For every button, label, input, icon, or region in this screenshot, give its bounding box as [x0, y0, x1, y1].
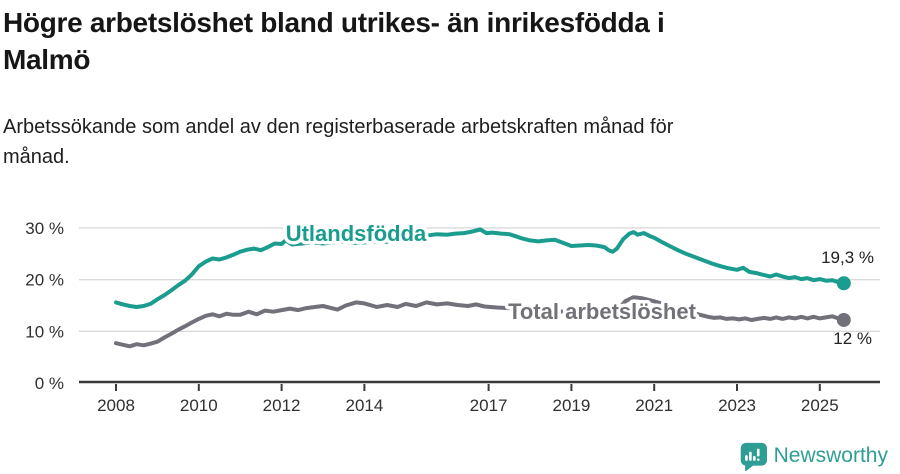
page-title: Högre arbetslöshet bland utrikes- än inr…: [3, 4, 883, 78]
series-line-total-arbetsl-shet: [114, 295, 846, 349]
series-label-utlandsf-dda: Utlandsfödda: [286, 221, 427, 246]
x-tick-label-2012: 2012: [263, 396, 301, 415]
series-line-utlandsf-dda: [114, 227, 846, 309]
newsworthy-logo: Newsworthy: [739, 441, 888, 471]
x-tick-label-2014: 2014: [345, 396, 383, 415]
y-tick-label-30: 30 %: [25, 219, 64, 238]
end-value-label-utlandsf-dda: 19,3 %: [821, 248, 874, 267]
newsworthy-speech-bubble-bar-chart-icon: [740, 442, 767, 471]
y-tick-label-0: 0 %: [35, 374, 64, 393]
x-tick-label-2017: 2017: [470, 396, 508, 415]
subtitle-line-2: månad.: [3, 146, 70, 168]
end-value-label-total-arbetsl-shet: 12 %: [833, 329, 872, 348]
y-tick-label-20: 20 %: [25, 271, 64, 290]
end-dot-total-arbetsl-shet: [836, 312, 851, 327]
subtitle-line-1: Arbetssökande som andel av den registerb…: [3, 116, 674, 138]
chart-subtitle: Arbetssökande som andel av den registerb…: [3, 112, 863, 172]
x-tick-label-2008: 2008: [97, 396, 135, 415]
title-line-1: Högre arbetslöshet bland utrikes- än inr…: [3, 7, 665, 38]
series-label-total-arbetsl-shet: Total arbetslöshet: [508, 299, 697, 324]
x-tick-label-2023: 2023: [718, 396, 756, 415]
y-tick-label-10: 10 %: [25, 322, 64, 341]
end-dot-utlandsf-dda: [836, 276, 851, 291]
x-tick-label-2019: 2019: [552, 396, 590, 415]
title-line-2: Malmö: [3, 44, 91, 75]
x-tick-label-2021: 2021: [635, 396, 673, 415]
brand-name: Newsworthy: [773, 444, 888, 467]
x-tick-label-2025: 2025: [801, 396, 839, 415]
x-tick-label-2010: 2010: [180, 396, 218, 415]
